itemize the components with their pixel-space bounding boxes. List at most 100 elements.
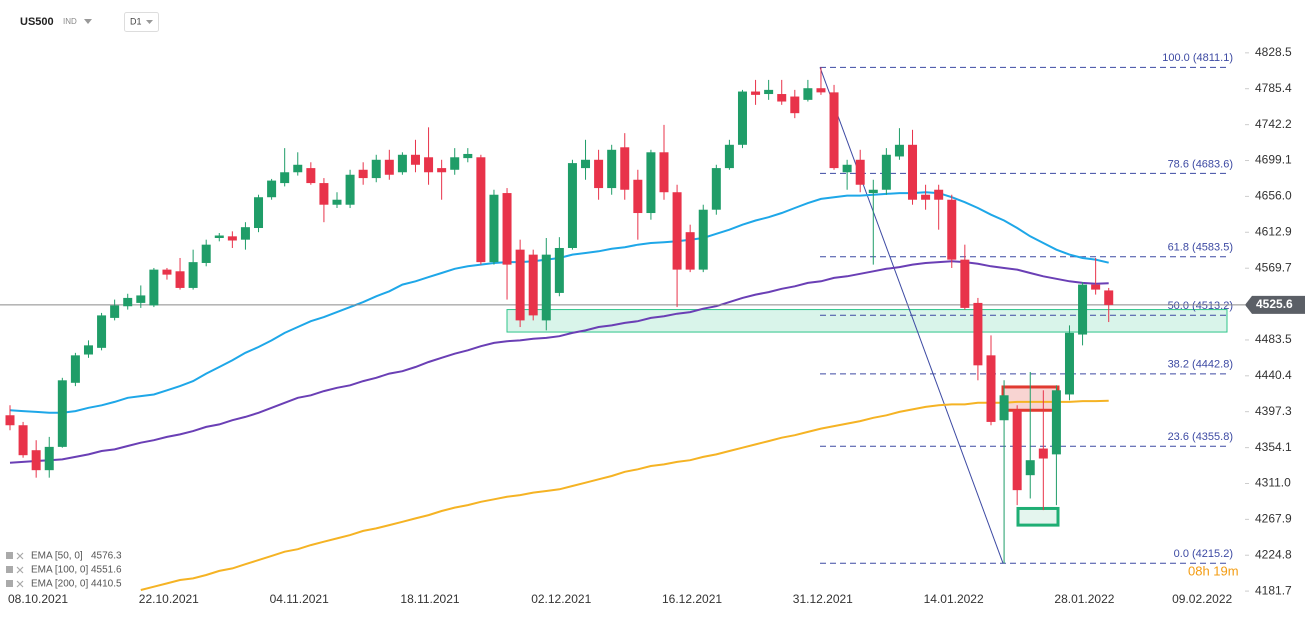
candle-body [1012,410,1022,491]
y-tick-label: 4569.7 [1255,260,1292,274]
candle-body [646,152,656,214]
x-tick-label: 02.12.2021 [531,592,591,606]
candle-body [450,157,460,170]
candle-body [358,169,368,179]
dropdown-icon[interactable] [146,20,153,24]
candle-body [476,157,486,263]
candle-body [960,259,970,308]
interval[interactable]: D1 [130,16,142,26]
ema-line [9,260,1109,464]
candle-body [110,305,120,318]
candle-body [502,193,512,265]
fib-label: 100.0 (4811.1) [1162,52,1233,64]
y-tick-label: 4656.0 [1255,189,1292,203]
candle-body [855,159,865,185]
legend-icon [6,580,13,587]
x-tick-label: 31.12.2021 [793,592,853,606]
candle-body [581,159,591,169]
candle-body [136,295,146,303]
candle-body [999,395,1009,421]
candle-body [489,194,499,263]
candle-body [764,89,774,95]
candle-body [934,189,944,200]
candle-body [149,269,159,306]
y-tick-label: 4397.3 [1255,404,1292,418]
candle-body [280,172,290,184]
candle-body [31,450,41,471]
candle-body [541,254,551,321]
y-tick-label: 4742.2 [1255,117,1292,131]
candle-body [70,355,80,383]
x-tick-label: 16.12.2021 [662,592,722,606]
candle-body [881,154,891,190]
legend-name: EMA [200, 0] [31,579,88,590]
y-tick-label: 4612.9 [1255,224,1292,238]
fib-label: 23.6 (4355.8) [1168,431,1233,443]
legend-value: 4576.3 [91,551,122,562]
symbol: US500 [20,16,54,28]
candle-body [751,91,761,95]
candle-body [803,88,813,100]
price-tag-label: 4525.6 [1256,297,1293,311]
legend-close[interactable] [16,552,24,560]
fib-label: 61.8 (4583.5) [1168,242,1233,254]
legend-value: 4551.6 [91,565,122,576]
fib-trend-line [819,67,1004,564]
candle-body [633,179,643,214]
candle-body [724,144,734,169]
candle-body [123,297,133,307]
candle-body [306,168,316,184]
ema-line [140,399,1109,591]
candle-body [5,415,15,426]
y-tick-label: 4224.8 [1255,547,1292,561]
candle-body [868,189,878,194]
x-tick-label: 04.11.2021 [270,592,329,606]
countdown: 08h 19m [1188,563,1239,578]
dropdown-icon[interactable] [84,19,92,24]
candle-body [254,197,264,229]
candle-body [175,271,185,288]
price-tag [1245,295,1305,314]
candle-body [83,345,93,355]
candle-body [437,168,447,173]
candle-body [816,88,826,93]
candle-body [410,154,420,165]
legend-close[interactable] [16,580,24,588]
zone [506,309,1228,333]
candle-body [594,159,604,189]
candle-body [1091,284,1101,290]
candle-body [737,91,747,145]
candle-body [908,144,918,200]
legend-icon [6,566,13,573]
candle-body [554,247,564,293]
x-tick-label: 28.01.2022 [1054,592,1114,606]
candle-body [18,425,28,456]
candle-body [201,244,211,263]
candle-body [620,147,630,190]
y-tick-label: 4181.7 [1255,583,1292,597]
y-tick-label: 4785.4 [1255,81,1292,95]
fib-label: 38.2 (4442.8) [1168,359,1233,371]
candle-body [214,235,224,239]
candle-body [293,164,303,173]
y-tick-label: 4267.9 [1255,512,1292,526]
candle-body [1078,284,1088,335]
candle-body [986,355,996,422]
candle-body [842,164,852,173]
candle-body [829,92,839,169]
y-tick-label: 4440.4 [1255,368,1292,382]
candle-body [188,262,198,288]
x-tick-label: 08.10.2021 [8,592,68,606]
market[interactable]: IND [63,17,77,26]
candle-body [424,157,434,173]
candle-body [894,144,904,157]
x-tick-label: 14.01.2022 [924,592,984,606]
legend-close[interactable] [16,566,24,574]
candle-body [921,194,931,200]
x-tick-label: 18.11.2021 [400,592,459,606]
interval-box[interactable] [124,12,159,32]
legend-value: 4410.5 [91,579,122,590]
